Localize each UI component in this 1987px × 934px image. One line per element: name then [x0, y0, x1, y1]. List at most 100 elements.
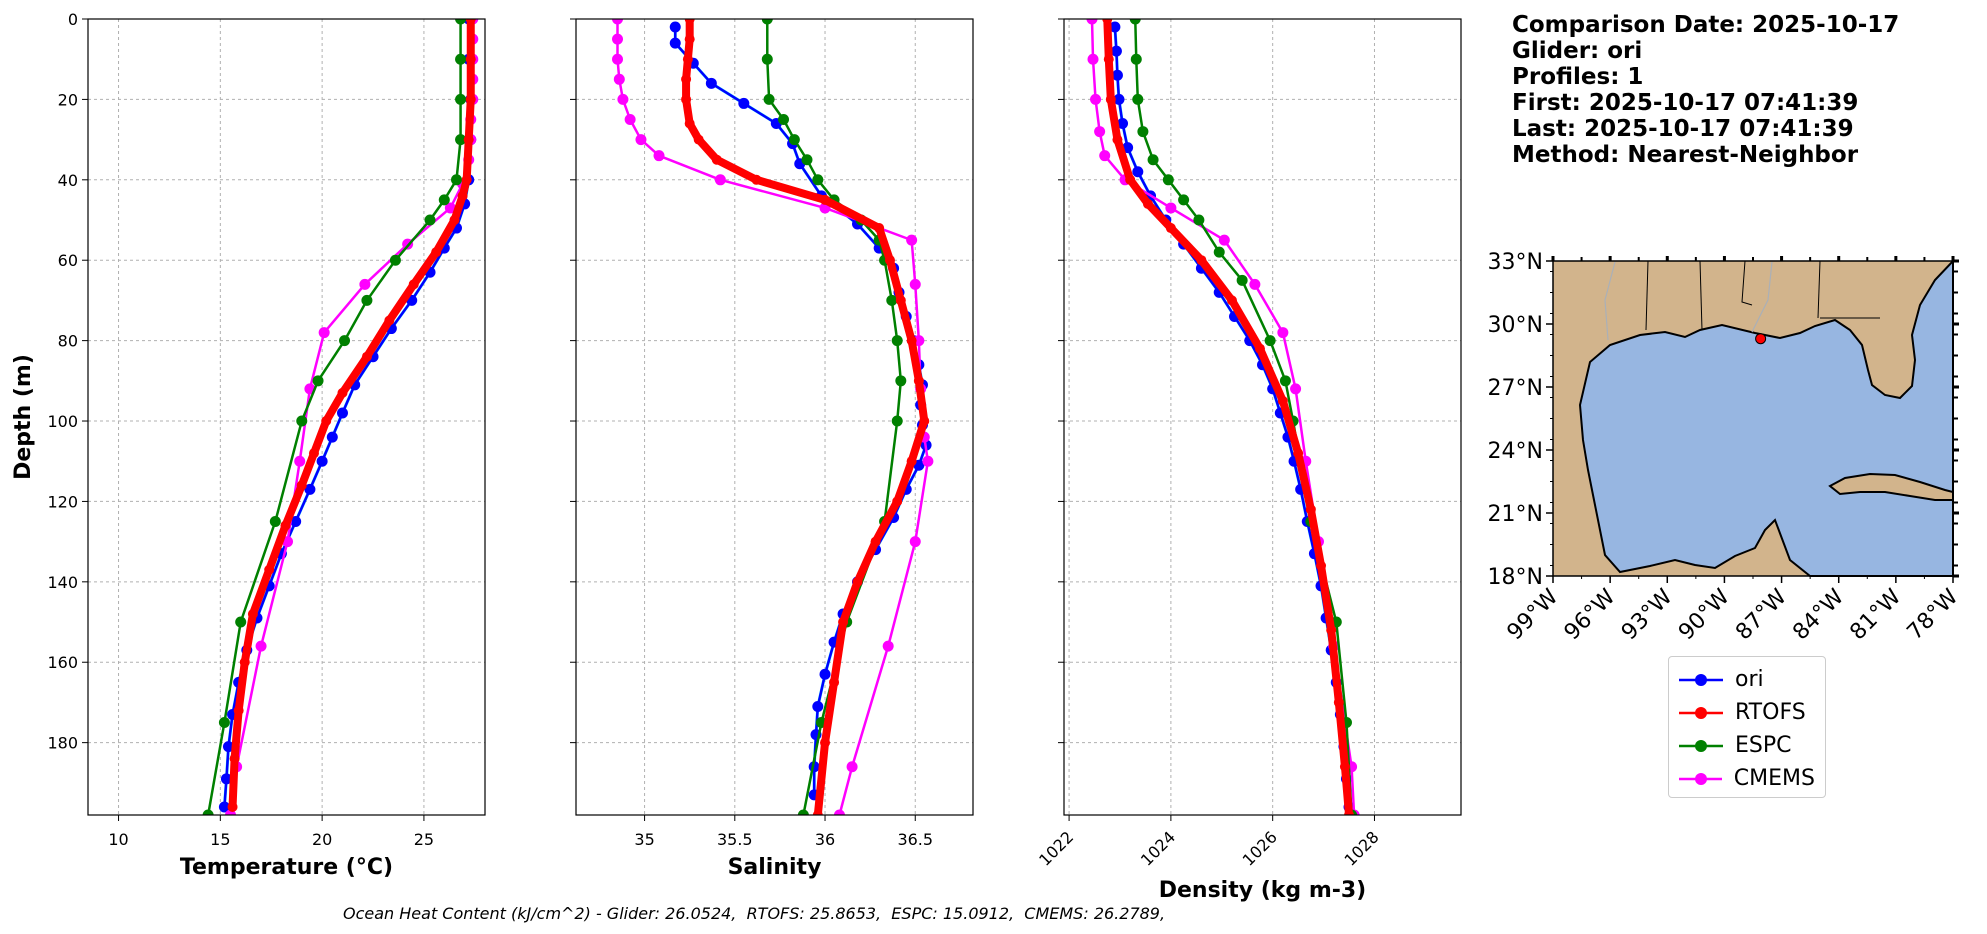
data-point-rtofs — [871, 537, 881, 547]
lat-tick-label: 27°N — [1488, 376, 1543, 401]
data-point-cmems — [847, 761, 858, 772]
legend-item-ori: ori — [1679, 663, 1815, 696]
data-point-rtofs — [431, 247, 441, 257]
data-point-cmems — [614, 74, 625, 85]
y-tick-label: 40 — [58, 171, 78, 190]
y-tick-label: 60 — [58, 251, 78, 270]
legend-item-espc: ESPC — [1679, 729, 1815, 762]
ohc-footer: Ocean Heat Content (kJ/cm^2) - Glider: 2… — [343, 904, 1165, 923]
x-tick-label: 20 — [312, 830, 332, 849]
x-tick-label: 1024 — [1137, 827, 1179, 869]
data-point-rtofs — [892, 496, 902, 506]
data-point-rtofs — [384, 316, 394, 326]
data-point-espc — [1214, 247, 1225, 258]
data-point-cmems — [906, 235, 917, 246]
data-point-cmems — [910, 536, 921, 547]
series-rtofs — [681, 14, 929, 820]
data-point-espc — [361, 295, 372, 306]
data-point-cmems — [1277, 327, 1288, 338]
series-espc — [1130, 14, 1357, 821]
comparison-info: Comparison Date: 2025-10-17 Glider: ori … — [1512, 12, 1899, 168]
legend-label: ori — [1735, 667, 1764, 692]
lat-tick-label: 30°N — [1488, 313, 1543, 338]
data-point-rtofs — [1334, 697, 1344, 707]
plot-frame — [576, 19, 973, 815]
series-line-espc — [208, 19, 460, 815]
legend-item-rtofs: RTOFS — [1679, 696, 1815, 729]
profile-panel-3: 1022 1024 1026 1028Density (kg m-3) — [1035, 14, 1461, 904]
series-rtofs — [228, 14, 476, 812]
y-tick-label: 20 — [58, 90, 78, 109]
data-point-rtofs — [694, 135, 704, 145]
series-line-cmems — [1092, 19, 1354, 815]
data-point-rtofs — [240, 657, 250, 667]
data-point-cmems — [625, 114, 636, 125]
data-point-espc — [390, 255, 401, 266]
legend-label: ESPC — [1735, 733, 1792, 758]
data-point-rtofs — [337, 388, 347, 398]
y-tick-label: 180 — [47, 734, 78, 753]
data-point-espc — [339, 335, 350, 346]
info-first: First: 2025-10-17 07:41:39 — [1512, 90, 1899, 116]
x-axis-label: Density (kg m-3) — [1159, 878, 1367, 903]
data-point-rtofs — [820, 195, 830, 205]
data-point-ori — [317, 456, 328, 467]
legend-label: RTOFS — [1735, 700, 1806, 725]
data-point-espc — [455, 94, 466, 105]
data-point-rtofs — [681, 94, 691, 104]
data-point-ori — [1132, 166, 1143, 177]
info-method: Method: Nearest-Neighbor — [1512, 142, 1899, 168]
data-point-espc — [1265, 335, 1276, 346]
x-tick-label: 35.5 — [717, 830, 753, 849]
data-point-cmems — [612, 34, 623, 45]
data-point-espc — [801, 154, 812, 165]
series-ori — [219, 14, 476, 813]
data-point-rtofs — [681, 74, 691, 84]
data-point-espc — [313, 375, 324, 386]
series-cmems — [612, 14, 933, 821]
series-line-cmems — [231, 19, 473, 815]
data-point-rtofs — [264, 565, 274, 575]
data-point-ori — [327, 432, 338, 443]
data-point-rtofs — [838, 617, 848, 627]
lon-tick-label: 81°W — [1845, 584, 1906, 645]
data-point-rtofs — [919, 416, 929, 426]
data-point-rtofs — [321, 416, 331, 426]
data-point-cmems — [612, 54, 623, 65]
data-point-rtofs — [234, 705, 244, 715]
data-point-cmems — [910, 279, 921, 290]
data-point-espc — [219, 717, 230, 728]
data-point-rtofs — [712, 155, 722, 165]
data-point-espc — [1148, 154, 1159, 165]
data-point-cmems — [1249, 279, 1260, 290]
data-point-rtofs — [1306, 504, 1316, 514]
data-point-cmems — [256, 641, 267, 652]
data-point-espc — [1137, 126, 1148, 137]
data-point-cmems — [1290, 383, 1301, 394]
gulf-map: 33°N30°N27°N24°N21°N18°N99°W96°W93°W90°W… — [1488, 250, 1964, 645]
data-point-rtofs — [1278, 396, 1288, 406]
lon-tick-label: 78°W — [1903, 584, 1964, 645]
profile-panel-1: 10 15 20 25020406080100120140160180Temperat… — [11, 10, 485, 880]
data-point-rtofs — [914, 376, 924, 386]
data-point-espc — [455, 54, 466, 65]
data-point-rtofs — [1166, 223, 1176, 233]
data-point-cmems — [359, 279, 370, 290]
series-cmems — [225, 14, 478, 821]
profile-panels: 10 15 20 25 0 20 40 60 80 100 120 140 160 180 Temperat… — [11, 10, 1461, 903]
data-point-ori — [670, 22, 681, 33]
data-point-espc — [1193, 215, 1204, 226]
data-point-rtofs — [1143, 199, 1153, 209]
lon-tick-label: 87°W — [1731, 584, 1792, 645]
x-axis-label: Salinity — [728, 855, 822, 880]
data-point-ori — [706, 78, 717, 89]
data-point-rtofs — [228, 802, 238, 812]
lon-tick-label: 99°W — [1503, 584, 1564, 645]
legend-label: CMEMS — [1734, 766, 1815, 791]
data-point-cmems — [922, 456, 933, 467]
plot-area — [612, 14, 933, 821]
legend: ori RTOFS ESPC CMEMS — [1668, 656, 1826, 798]
data-point-rtofs — [683, 54, 693, 64]
lon-tick-label: 84°W — [1788, 584, 1849, 645]
legend-swatch-ori — [1679, 673, 1723, 687]
